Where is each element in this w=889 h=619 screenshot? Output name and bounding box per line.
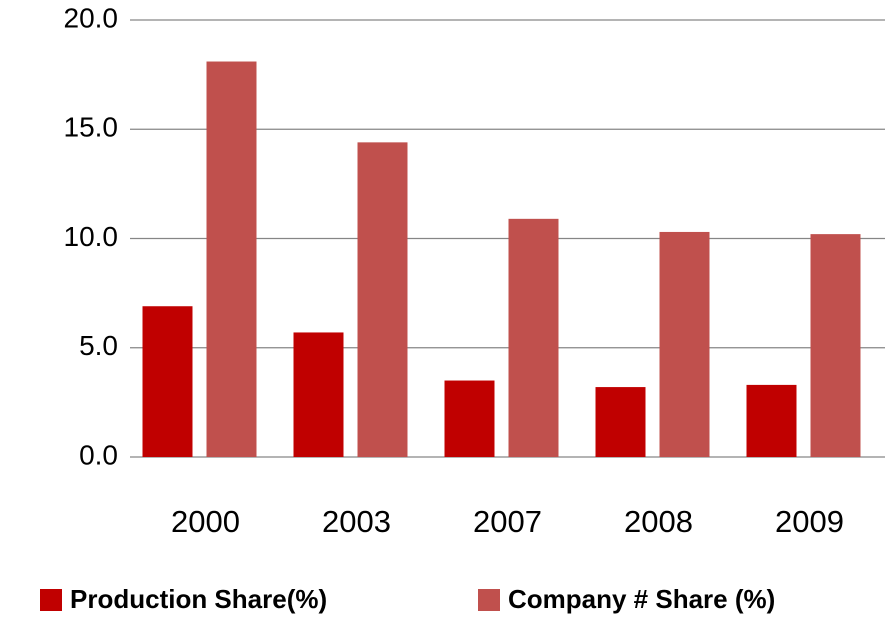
bar: [659, 231, 710, 457]
legend-label: Company # Share (%): [508, 584, 775, 614]
bar: [508, 218, 559, 457]
y-tick-label: 15.0: [64, 112, 119, 143]
x-tick-label: 2003: [322, 504, 391, 539]
bar: [444, 380, 495, 457]
legend-label: Production Share(%): [70, 584, 327, 614]
legend-swatch: [40, 589, 62, 611]
bar: [206, 61, 257, 457]
bar: [746, 384, 797, 457]
bar: [357, 142, 408, 458]
x-tick-label: 2009: [775, 504, 844, 539]
y-tick-label: 20.0: [64, 2, 119, 33]
x-tick-label: 2007: [473, 504, 542, 539]
y-tick-label: 10.0: [64, 221, 119, 252]
bar: [810, 234, 861, 457]
bar: [142, 306, 193, 457]
x-tick-label: 2000: [171, 504, 240, 539]
y-tick-label: 5.0: [79, 330, 118, 361]
y-tick-label: 0.0: [79, 439, 118, 470]
bar: [293, 332, 344, 457]
bar: [595, 387, 646, 457]
legend-swatch: [478, 589, 500, 611]
x-tick-label: 2008: [624, 504, 693, 539]
